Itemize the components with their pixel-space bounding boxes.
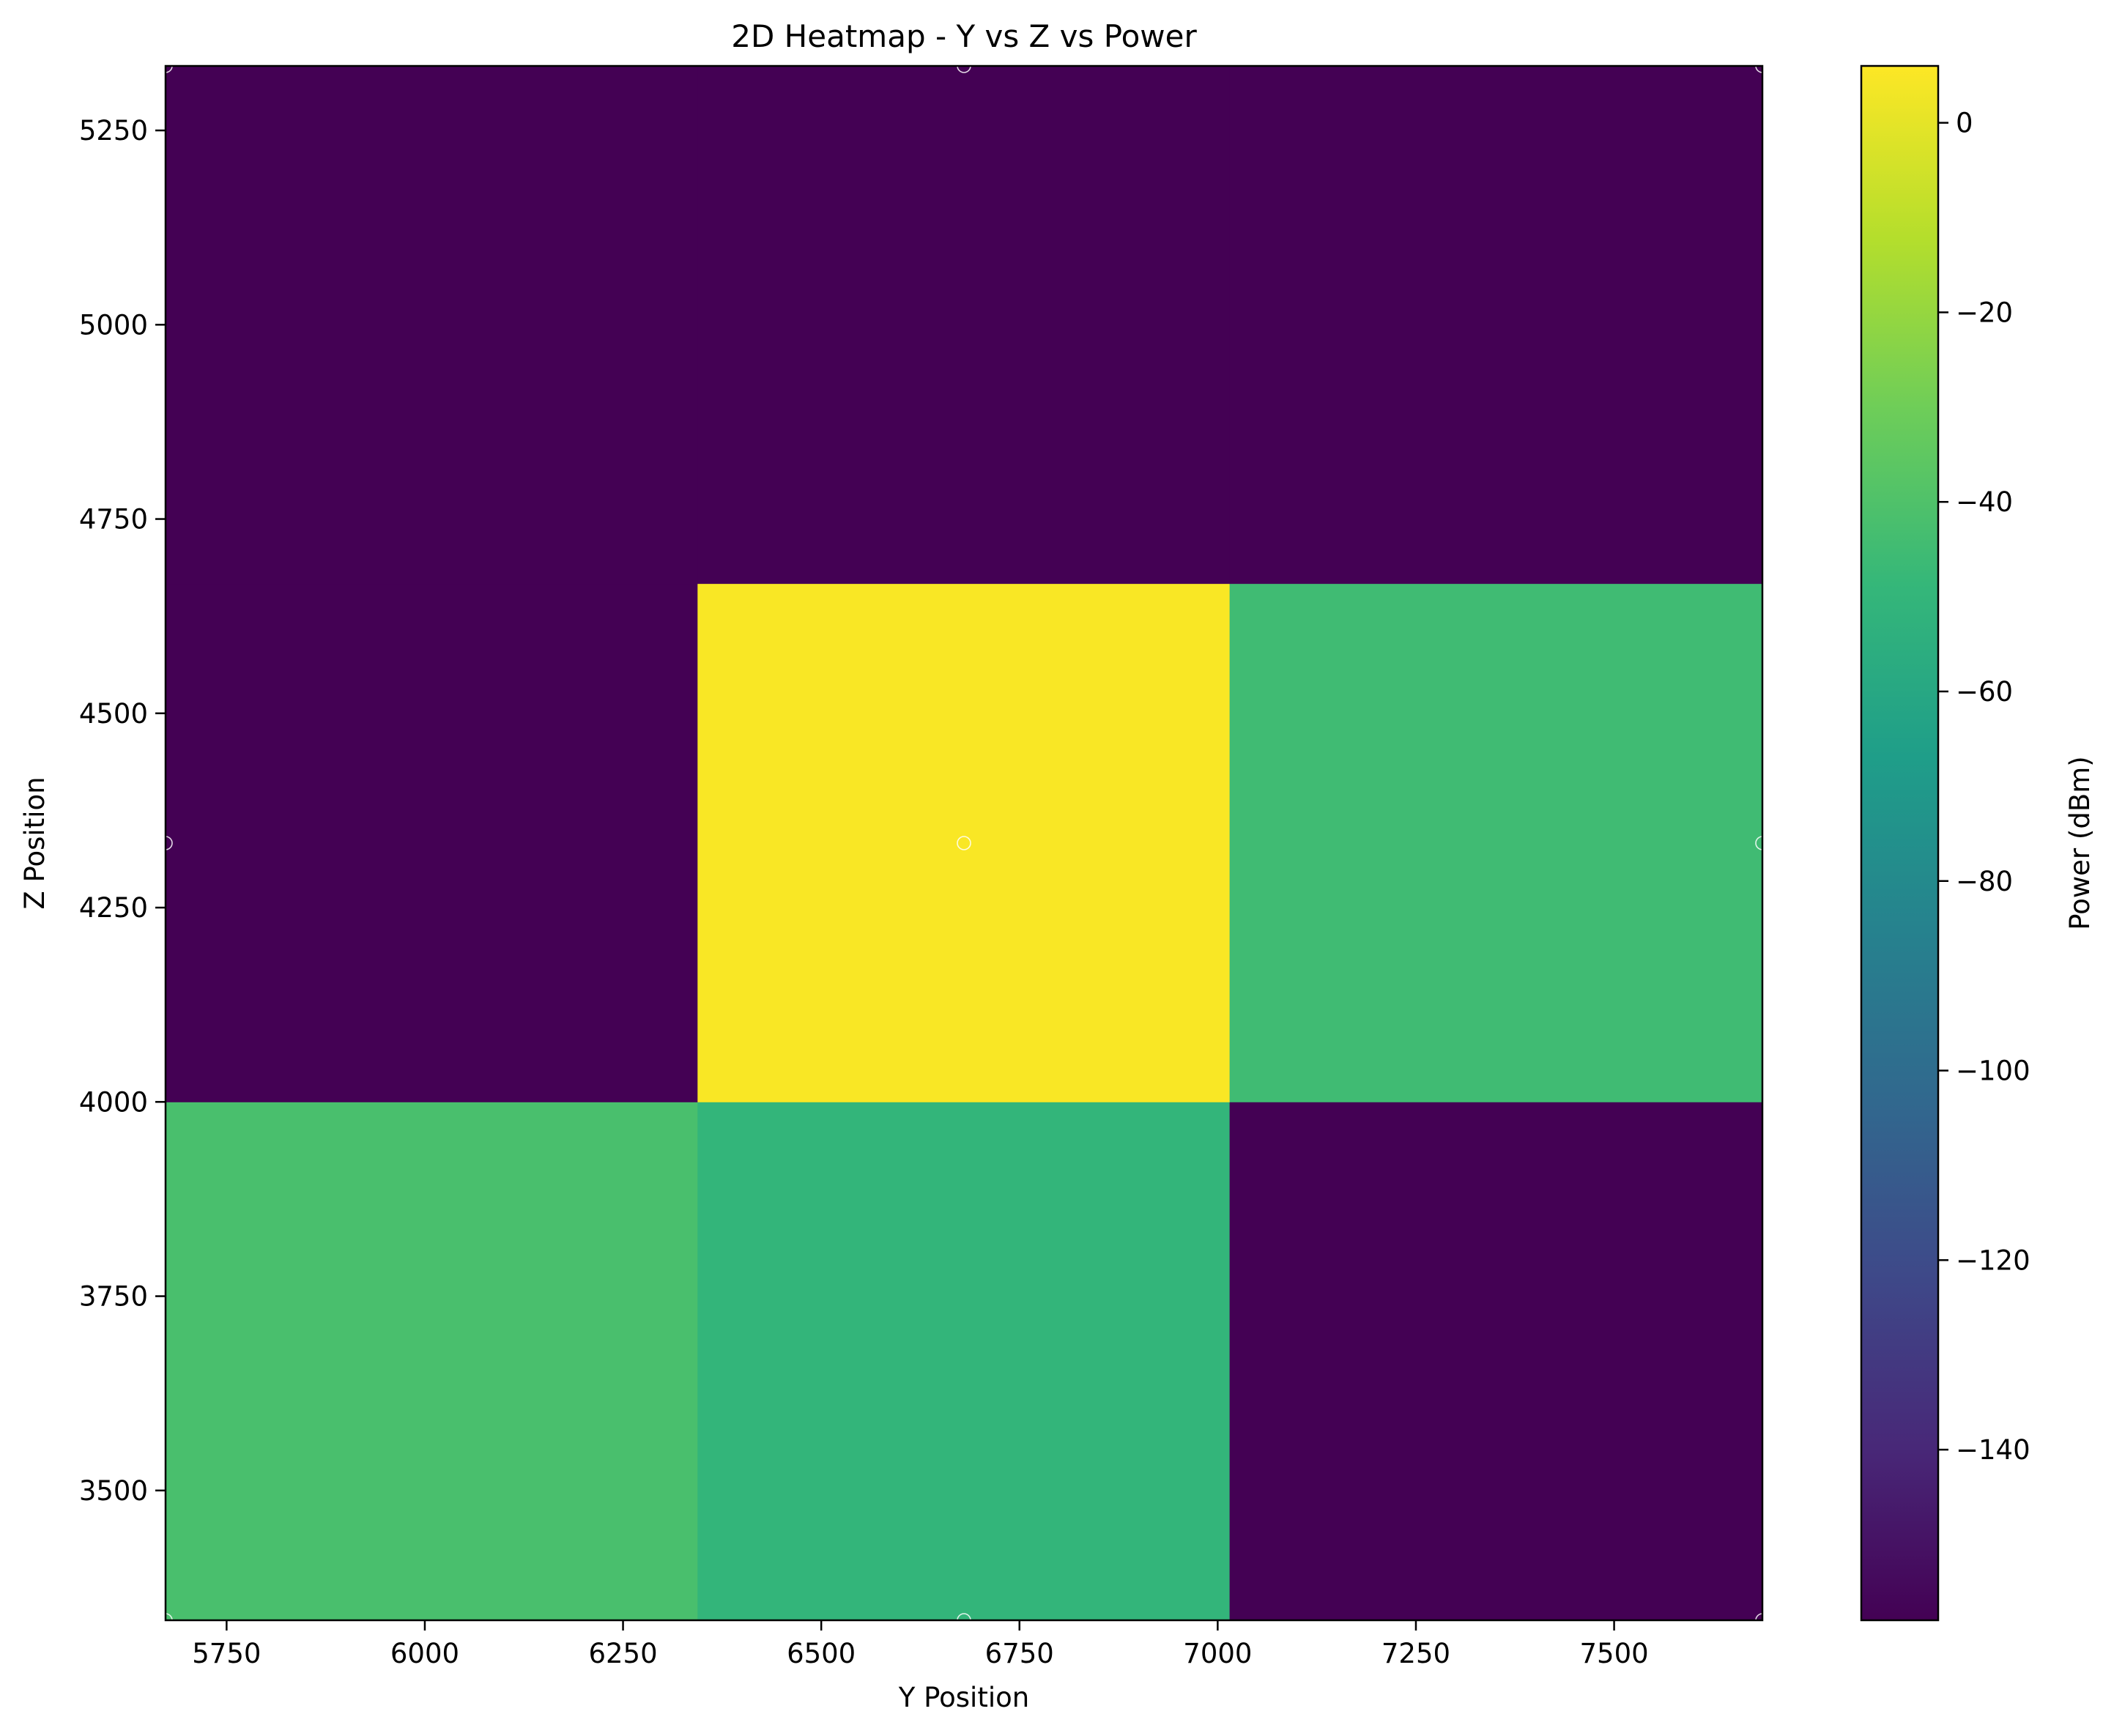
plot-frame [164, 64, 1764, 1622]
x-tick-label: 6000 [390, 1638, 459, 1669]
chart-title: 2D Heatmap - Y vs Z vs Power [731, 18, 1197, 54]
y-tick-label: 4250 [79, 892, 148, 924]
y-tick-label: 4500 [79, 698, 148, 730]
x-tick-label: 6500 [787, 1638, 856, 1669]
y-tick-label: 4750 [79, 504, 148, 535]
y-tick-label: 4000 [79, 1086, 148, 1118]
heatmap-cell [166, 583, 698, 1102]
colorbar-label: Power (dBm) [2064, 756, 2096, 930]
heatmap-cells [166, 66, 1763, 1621]
y-tick-label: 3500 [79, 1475, 148, 1507]
heatmap-cell [697, 66, 1231, 585]
heatmap-cell [1229, 1102, 1763, 1621]
y-axis-label: Z Position [19, 776, 51, 909]
colorbar-tick-label: −80 [1956, 866, 2013, 897]
y-tick-label: 5000 [79, 309, 148, 341]
heatmap-cell [166, 1102, 698, 1621]
y-tick-label: 5250 [79, 115, 148, 146]
colorbar-frame [1860, 64, 1940, 1622]
colorbar-tick-label: 0 [1956, 108, 1973, 139]
colorbar-tick-label: −140 [1956, 1434, 2030, 1466]
y-tick-label: 3750 [79, 1281, 148, 1313]
heatmap-cell [1229, 66, 1763, 585]
heatmap-cell [697, 583, 1231, 1102]
colorbar-tick-label: −120 [1956, 1244, 2030, 1276]
colorbar-tick-label: −60 [1956, 676, 2013, 708]
x-tick-label: 6250 [588, 1638, 657, 1669]
heatmap-cell [1229, 583, 1763, 1102]
x-axis-ticks: 5750 6000 6250 6500 6750 7000 7250 7500 [192, 1620, 1649, 1669]
heatmap-cell [166, 66, 698, 585]
y-axis-ticks: 3500 3750 4000 4250 4500 4750 5000 5250 [79, 115, 166, 1507]
colorbar-tick-label: −20 [1956, 297, 2013, 328]
colorbar-tick-label: −40 [1956, 486, 2013, 518]
colorbar-tick-label: −100 [1956, 1056, 2030, 1087]
x-tick-label: 5750 [192, 1638, 261, 1669]
x-tick-label: 7000 [1183, 1638, 1252, 1669]
x-axis-label: Y Position [898, 1682, 1029, 1713]
x-tick-label: 7250 [1381, 1638, 1450, 1669]
colorbar-ticks: 0 −20 −40 −60 −80 −100 −120 −140 [1938, 108, 2030, 1466]
sample-point [957, 836, 971, 850]
colorbar [1861, 66, 1938, 1620]
x-tick-label: 6750 [985, 1638, 1054, 1669]
heatmap-cell [697, 1102, 1231, 1621]
x-tick-label: 7500 [1580, 1638, 1649, 1669]
